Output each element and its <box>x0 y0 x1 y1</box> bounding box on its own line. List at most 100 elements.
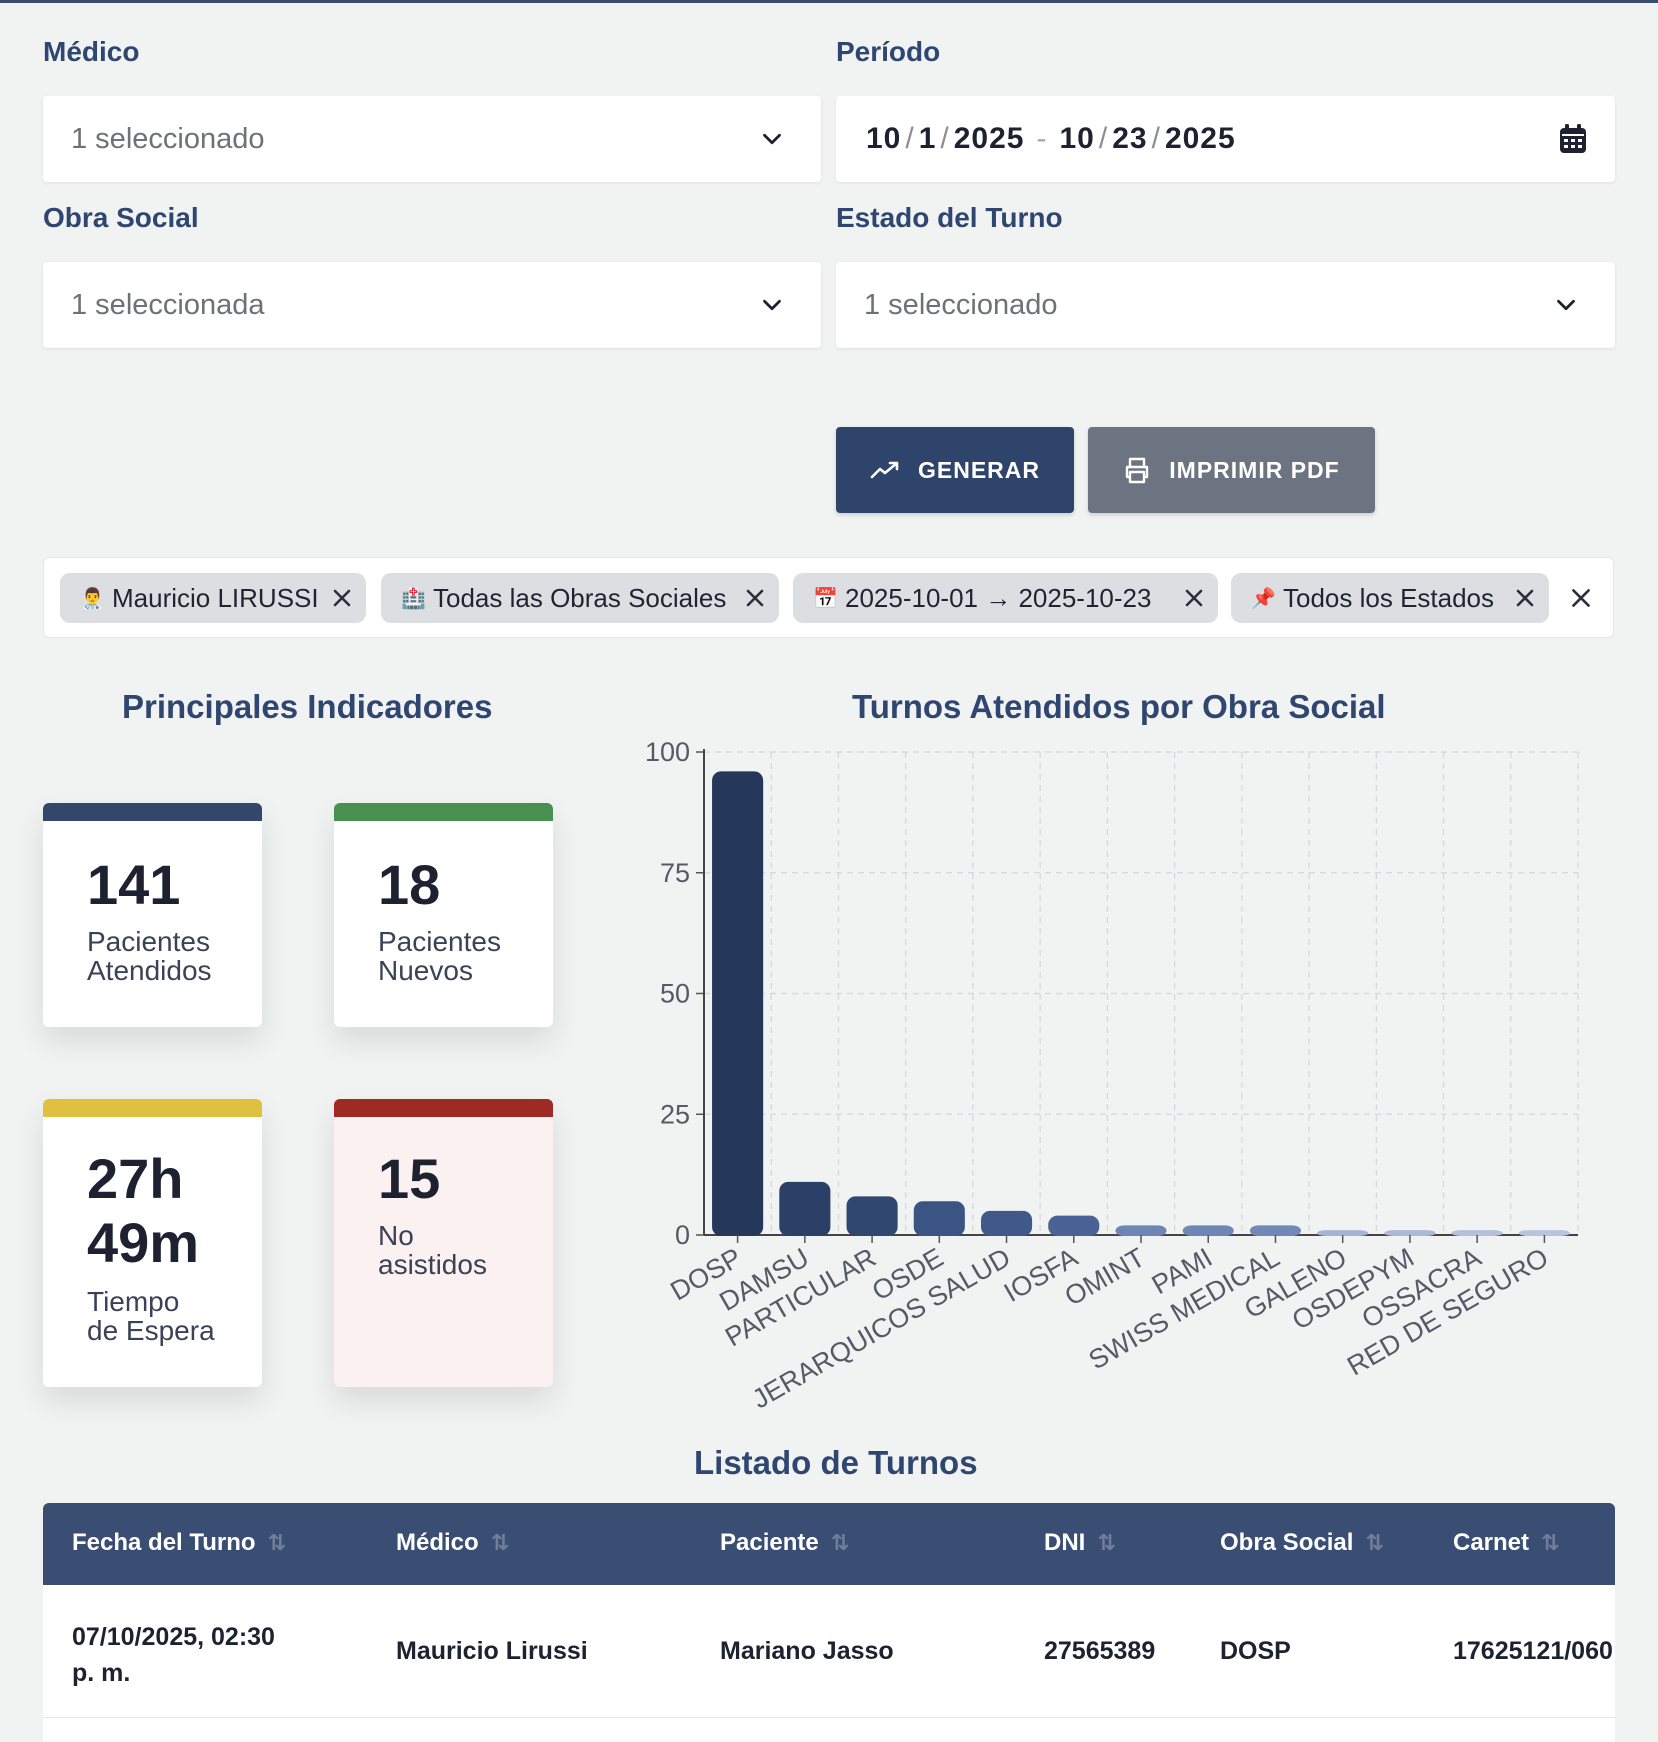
bar <box>913 1201 965 1236</box>
chevron-down-icon <box>1557 299 1575 311</box>
kpi-label: Pacientes Nuevos <box>378 926 501 986</box>
periodo-label: Período <box>836 36 941 67</box>
kpi-card-nuevos: 18 Pacientes Nuevos <box>334 803 553 1027</box>
sort-icon[interactable]: ⇅ <box>490 1530 510 1555</box>
obra-social-select-value: 1 seleccionada <box>71 288 265 321</box>
filter-chip-label: 2025-10-01 → 2025-10-23 <box>845 582 1152 613</box>
kpi-value: 18 <box>378 853 441 916</box>
sort-icon[interactable]: ⇅ <box>830 1530 850 1555</box>
y-tick-label: 75 <box>660 858 690 888</box>
pushpin-icon: 📌 <box>1251 587 1276 610</box>
y-tick-label: 25 <box>660 1099 690 1129</box>
generar-button[interactable]: GENERAR <box>836 427 1074 513</box>
column-header-carnet[interactable]: Carnet ⇅ <box>1453 1529 1560 1556</box>
bar <box>1384 1230 1436 1236</box>
estado-select[interactable]: 1 seleccionado <box>836 262 1615 348</box>
obra-social-label: Obra Social <box>43 202 199 233</box>
bar <box>1317 1230 1369 1236</box>
chart-title: Turnos Atendidos por Obra Social <box>852 688 1386 725</box>
medico-select-value: 1 seleccionado <box>71 122 265 155</box>
estado-select-value: 1 seleccionado <box>864 288 1058 321</box>
cell-paciente: Mariano Jasso <box>720 1637 894 1665</box>
column-header-obra-social[interactable]: Obra Social ⇅ <box>1220 1529 1384 1556</box>
medico-select[interactable]: 1 seleccionado <box>43 96 821 182</box>
bar <box>980 1210 1033 1236</box>
close-icon[interactable] <box>743 586 767 610</box>
kpi-value: 27h 49m <box>87 1147 200 1274</box>
y-tick-label: 100 <box>645 737 690 767</box>
calendar-icon[interactable] <box>1559 124 1587 154</box>
kpi-value: 141 <box>87 853 181 916</box>
kpi-accent-bar <box>43 803 262 821</box>
bar-chart: 0255075100DOSPDAMSUPARTICULAROSDEJERARQU… <box>645 737 1579 1414</box>
printer-icon <box>1126 457 1149 484</box>
table-row <box>43 1718 1615 1742</box>
kpi-value: 15 <box>378 1147 441 1210</box>
imprimir-pdf-label: IMPRIMIR PDF <box>1169 456 1340 483</box>
sort-icon[interactable]: ⇅ <box>1365 1530 1384 1555</box>
cell-carnet: 17625121/060 <box>1453 1637 1613 1665</box>
filter-chip-label: Mauricio LIRUSSI <box>112 582 319 613</box>
trending-up-icon <box>870 461 899 479</box>
clear-all-icon[interactable] <box>1568 585 1594 611</box>
cell-medico: Mauricio Lirussi <box>396 1637 588 1665</box>
chevron-down-icon <box>763 133 781 145</box>
table-row[interactable]: 07/10/2025, 02:30 p. m. Mauricio Lirussi … <box>43 1585 1615 1717</box>
table-title: Listado de Turnos <box>694 1444 978 1481</box>
filter-chip-medico: 👨‍⚕️ Mauricio LIRUSSI <box>60 573 366 623</box>
bar <box>712 771 764 1236</box>
bar <box>1249 1225 1302 1236</box>
table-header: Fecha del Turno ⇅ Médico ⇅ Paciente ⇅ DNI ⇅ … <box>43 1503 1615 1585</box>
kpi-accent-bar <box>334 803 553 821</box>
cell-dni: 27565389 <box>1044 1637 1156 1665</box>
bar <box>1048 1215 1100 1236</box>
bar <box>1518 1230 1570 1236</box>
kpi-card-tiempo-espera: 27h 49m Tiempo de Espera <box>43 1099 262 1387</box>
close-icon[interactable] <box>1182 586 1206 610</box>
cell-fecha: 07/10/2025, 02:30 p. m. <box>72 1623 275 1687</box>
cell-obra-social: DOSP <box>1220 1637 1291 1665</box>
hospital-icon: 🏥 <box>401 587 426 610</box>
kpi-card-no-asistidos: 15 No asistidos <box>334 1099 553 1387</box>
column-header-dni[interactable]: DNI ⇅ <box>1044 1529 1116 1556</box>
sort-icon[interactable]: ⇅ <box>1541 1530 1560 1555</box>
bar <box>1115 1225 1167 1236</box>
bar <box>779 1181 831 1236</box>
bar <box>1182 1225 1234 1236</box>
date-range-text: 10/1/2025-10/23/2025 <box>866 122 1236 155</box>
filter-chip-periodo: 📅 2025-10-01 → 2025-10-23 <box>793 573 1218 623</box>
kpi-label: Tiempo de Espera <box>87 1286 215 1346</box>
top-border <box>0 0 1658 3</box>
generar-label: GENERAR <box>917 456 1040 483</box>
y-tick-label: 0 <box>675 1220 690 1250</box>
bar <box>1451 1230 1503 1236</box>
column-header-fecha[interactable]: Fecha del Turno ⇅ <box>72 1529 287 1556</box>
row-divider <box>43 1717 1615 1718</box>
estado-label: Estado del Turno <box>836 202 1063 233</box>
indicators-title: Principales Indicadores <box>122 688 493 725</box>
close-icon[interactable] <box>1513 586 1537 610</box>
column-header-medico[interactable]: Médico ⇅ <box>396 1529 510 1556</box>
obra-social-select[interactable]: 1 seleccionada <box>43 262 821 348</box>
calendar-icon: 📅 <box>813 587 838 610</box>
sort-icon[interactable]: ⇅ <box>267 1530 287 1555</box>
periodo-date-range[interactable]: 10/1/2025-10/23/2025 <box>836 96 1615 182</box>
kpi-accent-bar <box>43 1099 262 1117</box>
active-filters-bar: 👨‍⚕️ Mauricio LIRUSSI 🏥 Todas las Obras … <box>43 557 1614 638</box>
filter-chip-label: Todas las Obras Sociales <box>433 582 727 613</box>
bar <box>846 1196 898 1236</box>
medico-label: Médico <box>43 36 140 67</box>
sort-icon[interactable]: ⇅ <box>1097 1530 1116 1555</box>
doctor-icon: 👨‍⚕️ <box>80 587 105 610</box>
kpi-label: No asistidos <box>378 1220 487 1280</box>
chevron-down-icon <box>763 299 781 311</box>
filter-chip-label: Todos los Estados <box>1283 582 1495 613</box>
y-tick-label: 50 <box>660 979 690 1009</box>
column-header-paciente[interactable]: Paciente ⇅ <box>720 1529 850 1556</box>
filter-chip-estado: 📌 Todos los Estados <box>1231 573 1549 623</box>
kpi-card-atendidos: 141 Pacientes Atendidos <box>43 803 262 1027</box>
kpi-label: Pacientes Atendidos <box>87 926 212 986</box>
kpi-accent-bar <box>334 1099 553 1117</box>
imprimir-pdf-button[interactable]: IMPRIMIR PDF <box>1088 427 1375 513</box>
close-icon[interactable] <box>330 586 354 610</box>
